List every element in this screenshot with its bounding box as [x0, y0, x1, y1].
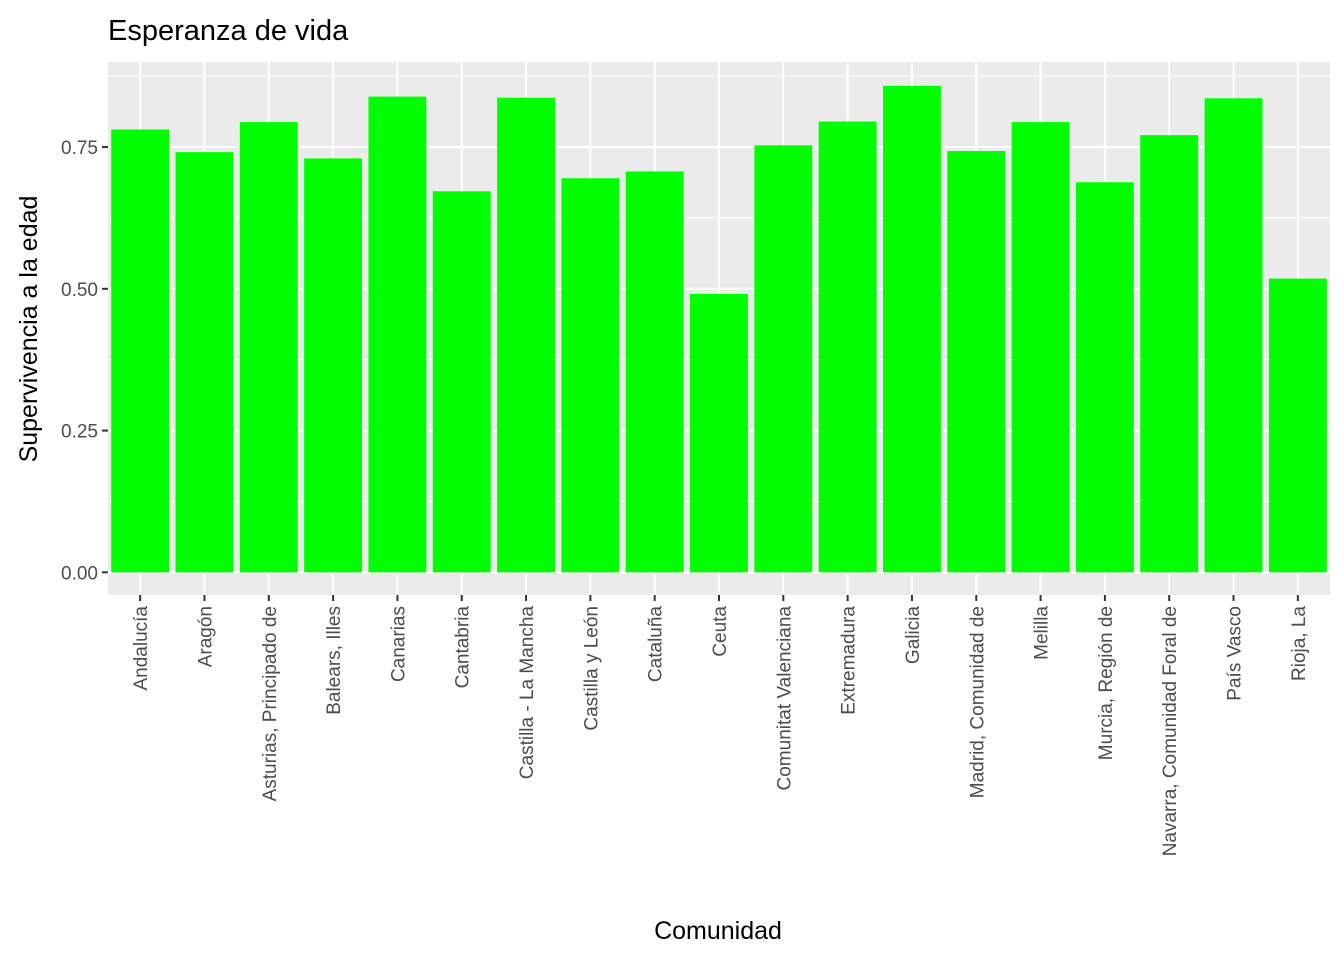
y-axis: 0.00 0.25 0.50 0.75 [61, 138, 108, 584]
x-axis: Andalucía Aragón Asturias, Principado de Ba… [131, 595, 1310, 856]
x-tick-label: Melilla [1032, 606, 1053, 660]
x-tick-label: Canarias [388, 606, 409, 682]
bar [432, 191, 491, 573]
bar [1140, 135, 1199, 573]
y-tick-label: 0.50 [61, 280, 98, 301]
bar [818, 121, 877, 573]
y-tick-label: 0.25 [61, 422, 98, 443]
x-tick-label: Rioja, La [1289, 606, 1310, 681]
y-tick-label: 0.75 [61, 138, 98, 159]
x-tick-label: País Vasco [1225, 606, 1246, 701]
x-axis-title: Comunidad [654, 917, 782, 945]
x-tick-label: Castilla - La Mancha [517, 606, 538, 780]
y-tick-label: 0.00 [61, 563, 98, 584]
x-tick-label: Cataluña [646, 606, 667, 682]
bar [175, 152, 234, 573]
x-tick-label: Asturias, Principado de [260, 606, 281, 801]
x-tick-label: Balears, Illes [324, 606, 345, 715]
x-tick-label: Murcia, Región de [1096, 606, 1117, 760]
x-tick-label: Andalucía [131, 606, 152, 691]
x-tick-label: Madrid, Comunidad de [967, 606, 988, 798]
bar [1204, 98, 1263, 573]
x-tick-label: Extremadura [839, 606, 860, 715]
bars [111, 85, 1327, 573]
bar [368, 96, 427, 573]
x-tick-label: Comunitat Valenciana [774, 606, 795, 791]
bar [883, 85, 941, 573]
bar [1075, 182, 1134, 573]
x-tick-label: Aragón [195, 606, 216, 667]
bar [1011, 122, 1070, 573]
x-tick-label: Navarra, Comunidad Foral de [1160, 606, 1181, 856]
bar [1268, 278, 1327, 573]
bar [239, 122, 298, 573]
chart-title: Esperanza de vida [108, 15, 349, 47]
x-tick-label: Galicia [903, 606, 924, 665]
bar [947, 151, 1006, 573]
bar [304, 158, 363, 573]
bar [497, 97, 555, 573]
bar [625, 171, 684, 573]
x-tick-label: Castilla y León [581, 606, 602, 731]
bar [754, 145, 813, 573]
bar [111, 129, 170, 573]
x-tick-label: Ceuta [710, 606, 731, 657]
bar [561, 178, 620, 573]
x-tick-label: Cantabria [453, 606, 474, 689]
bar [690, 293, 748, 573]
y-axis-title: Supervivencia a la edad [15, 196, 43, 463]
